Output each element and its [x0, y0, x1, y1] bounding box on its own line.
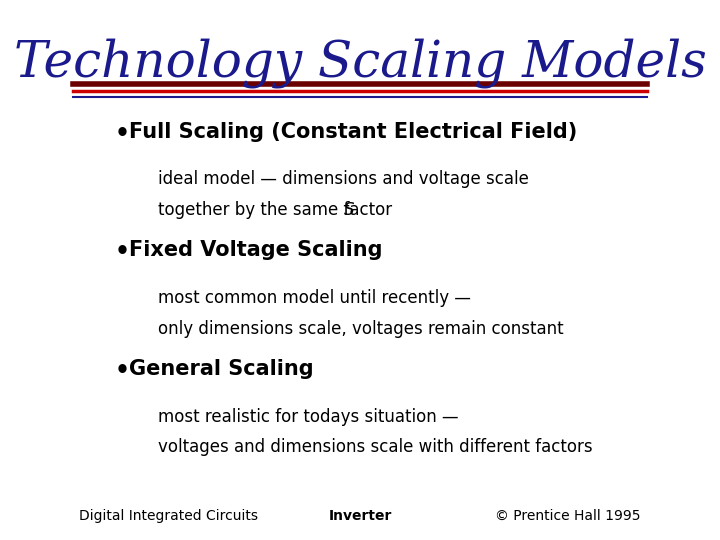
- Text: •: •: [114, 122, 129, 145]
- Text: •: •: [114, 359, 129, 383]
- Text: General Scaling: General Scaling: [129, 359, 313, 379]
- Text: Technology Scaling Models: Technology Scaling Models: [14, 38, 706, 88]
- Text: together by the same factor: together by the same factor: [158, 201, 397, 219]
- Text: © Prentice Hall 1995: © Prentice Hall 1995: [495, 509, 641, 523]
- Text: voltages and dimensions scale with different factors: voltages and dimensions scale with diffe…: [158, 438, 593, 456]
- Text: Inverter: Inverter: [328, 509, 392, 523]
- Text: only dimensions scale, voltages remain constant: only dimensions scale, voltages remain c…: [158, 320, 564, 338]
- Text: Fixed Voltage Scaling: Fixed Voltage Scaling: [129, 240, 382, 260]
- Text: Digital Integrated Circuits: Digital Integrated Circuits: [79, 509, 258, 523]
- Text: S: S: [344, 201, 355, 219]
- Text: ideal model — dimensions and voltage scale: ideal model — dimensions and voltage sca…: [158, 170, 529, 188]
- Text: most realistic for todays situation —: most realistic for todays situation —: [158, 408, 459, 426]
- Text: Full Scaling (Constant Electrical Field): Full Scaling (Constant Electrical Field): [129, 122, 577, 141]
- Text: •: •: [114, 240, 129, 264]
- Text: most common model until recently —: most common model until recently —: [158, 289, 471, 307]
